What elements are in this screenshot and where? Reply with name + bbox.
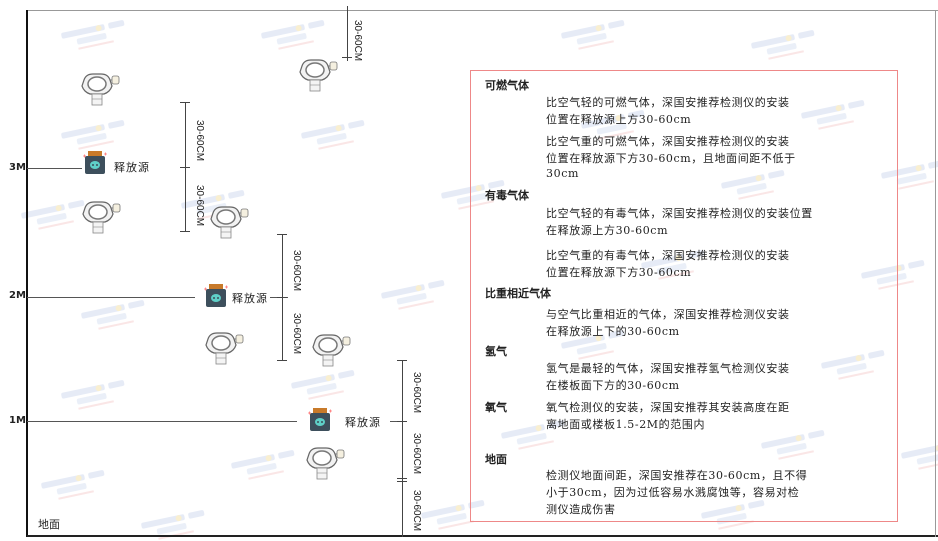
watermark-logo bbox=[60, 20, 130, 54]
gas-detector-icon bbox=[309, 333, 351, 371]
dimension-tick bbox=[180, 102, 190, 103]
watermark-logo bbox=[560, 20, 630, 54]
recommendation-panel: 可燃气体 比空气轻的可燃气体，深国安推荐检测仪的安装 位置在释放源上方30-60… bbox=[470, 70, 898, 522]
text-line: 比空气重的可燃气体，深国安推荐检测仪的安装 bbox=[546, 135, 790, 148]
gas-detector-icon bbox=[78, 72, 120, 110]
text-line: 检测仪地面间距，深国安推荐在30-60cm，且不得 bbox=[546, 469, 808, 482]
release-source-icon bbox=[307, 407, 333, 437]
dimension-tick bbox=[277, 297, 287, 298]
gas-detector-icon bbox=[303, 446, 345, 484]
text-line: 小于30cm，因为过低容易水溅腐蚀等，容易对检 bbox=[546, 486, 800, 499]
section-title: 氧气 bbox=[485, 401, 507, 414]
watermark-logo bbox=[290, 370, 360, 404]
level-1m-label: 1M bbox=[9, 415, 26, 426]
dimension-tick bbox=[277, 360, 287, 361]
dimension-line bbox=[402, 360, 403, 537]
release-source-label: 释放源 bbox=[345, 416, 381, 429]
dimension-label: 30-60CM bbox=[411, 372, 422, 414]
watermark-logo bbox=[380, 280, 450, 314]
text-line: 位置在释放源下方30-60cm bbox=[546, 266, 692, 279]
text-line: 与空气比重相近的气体，深国安推荐检测仪安装 bbox=[546, 308, 790, 321]
dimension-tick bbox=[397, 360, 407, 361]
watermark-logo bbox=[40, 470, 110, 504]
dimension-tick bbox=[342, 57, 352, 58]
section-title: 可燃气体 bbox=[485, 79, 529, 92]
dimension-tick bbox=[180, 167, 190, 168]
text-line: 离地面或楼板1.5-2M的范围内 bbox=[546, 418, 706, 431]
release-source-label: 释放源 bbox=[232, 292, 268, 305]
watermark-logo bbox=[80, 300, 150, 334]
section-title: 有毒气体 bbox=[485, 189, 529, 202]
dimension-label: 30-60CM bbox=[352, 20, 363, 62]
level-1m-line bbox=[27, 421, 297, 422]
text-line: 位置在释放源下方30-60cm，且地面间距不低于 bbox=[546, 152, 796, 165]
gas-detector-icon bbox=[202, 331, 244, 369]
text-line: 氧气检测仪的安装，深国安推荐其安装高度在距 bbox=[546, 401, 790, 414]
ceiling-line bbox=[27, 10, 938, 11]
watermark-logo bbox=[60, 120, 130, 154]
level-2m-line bbox=[27, 297, 195, 298]
watermark-logo bbox=[750, 30, 820, 64]
text-line: 测仪造成伤害 bbox=[546, 503, 616, 516]
text-line: 比空气轻的可燃气体，深国安推荐检测仪的安装 bbox=[546, 96, 790, 109]
level-3m-line bbox=[27, 168, 82, 169]
section-title: 地面 bbox=[485, 453, 507, 466]
ground-label: 地面 bbox=[38, 518, 60, 531]
gas-detector-icon bbox=[296, 58, 338, 96]
dimension-line bbox=[347, 6, 348, 61]
text-line: 氢气是最轻的气体，深国安推荐氢气检测仪安装 bbox=[546, 362, 790, 375]
text-line: 30cm bbox=[546, 167, 579, 180]
dimension-tick bbox=[397, 421, 407, 422]
dimension-label: 30-60CM bbox=[194, 120, 205, 162]
watermark-logo bbox=[300, 120, 370, 154]
right-border bbox=[935, 10, 936, 537]
text-line: 在释放源上方30-60cm bbox=[546, 224, 669, 237]
gas-detector-icon bbox=[207, 205, 249, 243]
section-title: 比重相近气体 bbox=[485, 287, 551, 300]
gas-detector-icon bbox=[79, 200, 121, 238]
dimension-tick bbox=[397, 478, 407, 479]
release-source-label: 释放源 bbox=[114, 161, 150, 174]
dimension-tick bbox=[397, 481, 407, 482]
release-source-icon bbox=[203, 283, 229, 313]
dimension-label: 30-60CM bbox=[194, 185, 205, 227]
dimension-tick bbox=[180, 231, 190, 232]
text-line: 比空气轻的有毒气体，深国安推荐检测仪的安装位置 bbox=[546, 207, 813, 220]
dimension-tick bbox=[277, 234, 287, 235]
wall-line bbox=[26, 10, 28, 537]
watermark-logo bbox=[230, 450, 300, 484]
release-source-icon bbox=[82, 150, 108, 180]
dimension-label: 30-60CM bbox=[411, 490, 422, 532]
level-2m-label: 2M bbox=[9, 290, 26, 301]
watermark-logo bbox=[900, 440, 938, 474]
text-line: 在楼板面下方的30-60cm bbox=[546, 379, 680, 392]
text-line: 比空气重的有毒气体，深国安推荐检测仪的安装 bbox=[546, 249, 790, 262]
text-line: 在释放源上下的30-60cm bbox=[546, 325, 680, 338]
section-title: 氢气 bbox=[485, 345, 507, 358]
watermark-logo bbox=[260, 20, 330, 54]
dimension-label: 30-60CM bbox=[411, 433, 422, 475]
watermark-logo bbox=[60, 380, 130, 414]
text-line: 位置在释放源上方30-60cm bbox=[546, 113, 692, 126]
dimension-label: 30-60CM bbox=[291, 250, 302, 292]
dimension-label: 30-60CM bbox=[291, 313, 302, 355]
level-3m-label: 3M bbox=[9, 162, 26, 173]
floor-line bbox=[27, 535, 938, 537]
